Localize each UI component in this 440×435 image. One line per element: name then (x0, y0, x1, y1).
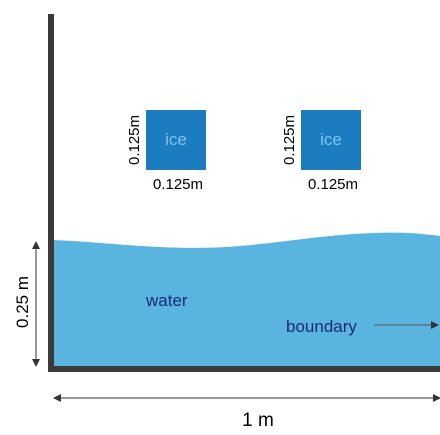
ice-block-2-width-label: 0.125m (308, 176, 358, 193)
ice-block-2-height-label: 0.125m (281, 115, 298, 165)
ice-block-1 (146, 110, 206, 170)
water-label: water (145, 291, 188, 310)
ice-block-1-label: ice (165, 130, 187, 149)
ice-block-2-label: ice (320, 130, 342, 149)
ice-block-1-height-label: 0.125m (126, 115, 143, 165)
depth-label: 0.25 m (13, 276, 32, 328)
water-region (52, 232, 440, 368)
boundary-label: boundary (286, 317, 357, 336)
width-label: 1 m (242, 410, 274, 430)
tank-bottom-wall (48, 366, 440, 372)
ice-block-2 (301, 110, 361, 170)
ice-block-1-width-label: 0.125m (153, 176, 203, 193)
tank-left-wall (48, 14, 54, 372)
